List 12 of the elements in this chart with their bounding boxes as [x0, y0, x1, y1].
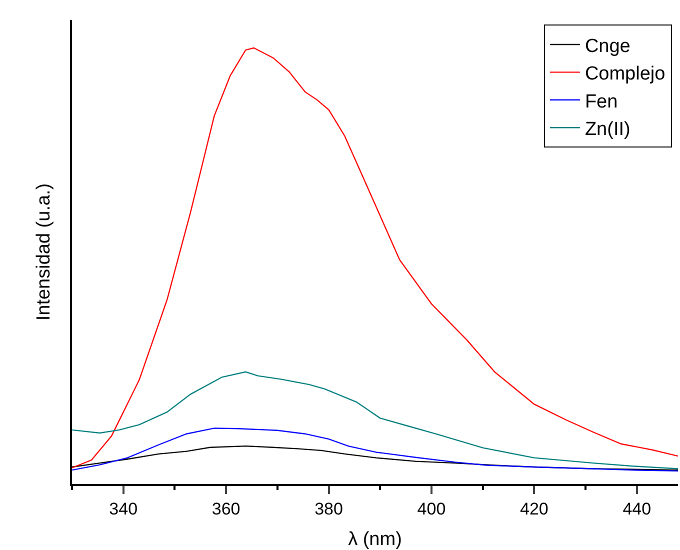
x-tick-label: 400 — [417, 499, 446, 518]
x-tick-label: 340 — [109, 499, 138, 518]
x-tick-label: 440 — [622, 499, 652, 518]
y-axis-title: Intensidad (u.a.) — [33, 183, 54, 321]
x-tick-label: 380 — [314, 499, 343, 518]
x-axis-title: λ (nm) — [348, 529, 402, 550]
legend-label: Complejo — [584, 64, 666, 85]
x-tick-label: 360 — [212, 499, 240, 518]
legend-label: Fen — [584, 91, 618, 112]
legend-label: Zn(II) — [584, 119, 630, 140]
x-tick-label: 420 — [520, 499, 548, 518]
legend-label: Cnge — [584, 36, 630, 57]
